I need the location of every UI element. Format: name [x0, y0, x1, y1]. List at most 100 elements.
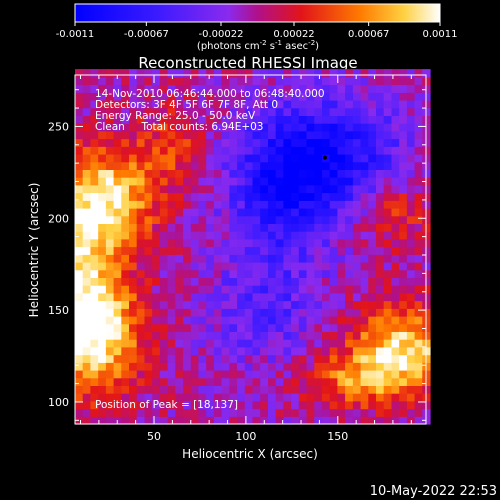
heatmap-cell	[136, 92, 145, 101]
heatmap-cell	[183, 277, 192, 286]
heatmap-cell	[345, 346, 354, 356]
annotation-energy: Energy Range: 25.0 - 50.0 keV	[95, 110, 256, 122]
heatmap-cell	[399, 138, 408, 147]
heatmap-cell	[98, 238, 107, 248]
heatmap-cell	[383, 262, 392, 271]
heatmap-cell	[167, 400, 176, 410]
heatmap-cell	[368, 346, 377, 356]
heatmap-cell	[414, 154, 423, 163]
heatmap-cell	[129, 331, 138, 340]
heatmap-cell	[329, 416, 338, 425]
heatmap-cell	[175, 269, 184, 278]
heatmap-cell	[275, 138, 284, 147]
heatmap-cell	[167, 339, 176, 348]
heatmap-cell	[159, 393, 169, 402]
heatmap-cell	[221, 76, 230, 86]
heatmap-cell	[183, 192, 192, 201]
heatmap-cell	[206, 385, 215, 394]
heatmap-cell	[105, 354, 115, 363]
heatmap-cell	[414, 262, 423, 271]
heatmap-cell	[105, 215, 115, 224]
heatmap-cell	[198, 100, 207, 109]
heatmap-cell	[376, 269, 385, 278]
heatmap-cell	[144, 115, 153, 124]
heatmap-cell	[298, 231, 308, 240]
heatmap-cell	[368, 385, 377, 394]
heatmap-cell	[252, 416, 261, 425]
heatmap-cell	[252, 138, 261, 147]
heatmap-cell	[268, 316, 277, 325]
heatmap-cell	[121, 300, 130, 309]
heatmap-cell	[113, 123, 122, 132]
heatmap-cell	[175, 393, 184, 402]
heatmap-cell	[337, 377, 346, 386]
heatmap-cell	[183, 370, 192, 379]
heatmap-cell	[314, 254, 323, 263]
heatmap-cell	[75, 262, 84, 271]
heatmap-cell	[229, 346, 238, 356]
heatmap-cell	[198, 161, 207, 170]
heatmap-cell	[275, 223, 284, 232]
heatmap-cell	[159, 400, 169, 410]
heatmap-cell	[113, 223, 122, 232]
heatmap-cell	[144, 223, 153, 232]
heatmap-cell	[352, 300, 362, 309]
heatmap-cell	[90, 331, 99, 340]
heatmap-cell	[314, 76, 323, 86]
heatmap-cell	[368, 138, 377, 147]
heatmap-cell	[82, 76, 91, 86]
heatmap-cell	[352, 100, 362, 109]
heatmap-cell	[159, 146, 169, 155]
heatmap-cell	[391, 385, 400, 394]
heatmap-cell	[291, 231, 300, 240]
heatmap-cell	[383, 215, 392, 224]
heatmap-cell	[298, 292, 308, 302]
heatmap-cell	[152, 92, 161, 101]
heatmap-cell	[337, 408, 346, 417]
heatmap-cell	[406, 339, 416, 348]
heatmap-cell	[314, 208, 323, 217]
heatmap-cell	[329, 246, 338, 255]
annotation-counts: Clean Total counts: 6.94E+03	[95, 121, 264, 133]
heatmap-cell	[283, 377, 292, 386]
heatmap-cell	[144, 231, 153, 240]
heatmap-cell	[213, 231, 223, 240]
heatmap-cell	[121, 400, 130, 410]
heatmap-cell	[268, 154, 277, 163]
heatmap-cell	[175, 408, 184, 417]
heatmap-cell	[136, 84, 145, 93]
heatmap-cell	[198, 130, 207, 140]
heatmap-cell	[159, 238, 169, 248]
heatmap-cell	[144, 138, 153, 147]
heatmap-cell	[105, 92, 115, 101]
heatmap-cell	[352, 400, 362, 410]
heatmap-cell	[399, 323, 408, 332]
heatmap-cell	[98, 100, 107, 109]
heatmap-cell	[322, 246, 331, 255]
heatmap-cell	[391, 123, 400, 132]
heatmap-cell	[322, 416, 331, 425]
heatmap-cell	[75, 316, 84, 325]
heatmap-cell	[329, 84, 338, 93]
heatmap-cell	[283, 130, 292, 140]
heatmap-cell	[260, 184, 269, 194]
heatmap-cell	[399, 123, 408, 132]
heatmap-cell	[229, 138, 238, 147]
heatmap-cell	[268, 323, 277, 332]
heatmap-cell	[129, 169, 138, 178]
heatmap-cell	[298, 316, 308, 325]
heatmap-cell	[345, 262, 354, 271]
heatmap-cell	[360, 246, 369, 255]
heatmap-cell	[298, 400, 308, 410]
heatmap-cell	[252, 362, 261, 371]
heatmap-cell	[167, 76, 176, 86]
heatmap-cell	[237, 285, 246, 294]
heatmap-cell	[175, 84, 184, 93]
heatmap-cell	[136, 323, 145, 332]
heatmap-cell	[190, 362, 200, 371]
heatmap-cell	[175, 385, 184, 394]
heatmap-cell	[383, 123, 392, 132]
heatmap-cell	[152, 254, 161, 263]
heatmap-cell	[221, 231, 230, 240]
heatmap-cell	[136, 246, 145, 255]
